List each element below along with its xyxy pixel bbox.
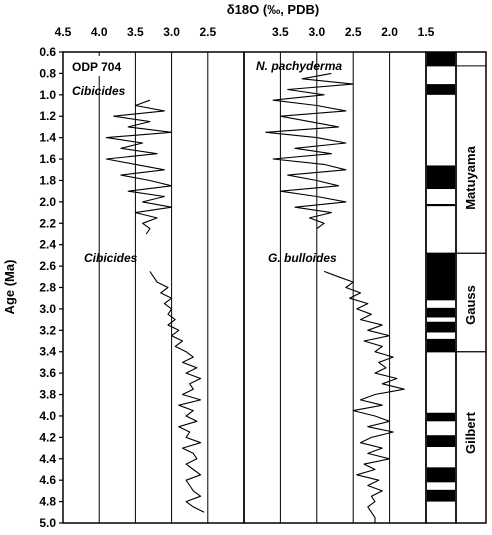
x-tick-label: 2.5: [199, 25, 216, 39]
left-panel-frame: [62, 51, 245, 524]
annotation-g-bulloides: G. bulloides: [268, 251, 337, 265]
y-tick-label: 3.8: [39, 388, 56, 402]
y-tick-label: 0.6: [39, 45, 56, 59]
y-tick-label: 5.0: [39, 516, 56, 530]
x-tick-label: 2.5: [345, 25, 362, 39]
y-ticks: 0.6 0.8 1.0 1.2 1.4 1.6 1.8 2.0 2.2 2.4 2.6 2.8 3.0 3…: [39, 45, 63, 530]
right-panel-frame: [243, 51, 427, 524]
polarity-normal-bar: [427, 165, 455, 190]
polarity-normal-bar: [427, 467, 455, 483]
x-tick-label: 4.5: [55, 25, 72, 39]
x-tick-label: 3.0: [163, 25, 180, 39]
chron-label-gilbert: Gilbert: [463, 411, 478, 454]
polarity-normal-bar: [427, 253, 455, 301]
y-tick-label: 3.4: [39, 345, 56, 359]
y-tick-label: 1.2: [39, 109, 56, 123]
y-tick-label: 0.8: [39, 66, 56, 80]
y-axis-title: Age (Ma): [2, 260, 17, 315]
y-tick-label: 1.8: [39, 173, 56, 187]
y-tick-label: 4.4: [39, 452, 56, 466]
y-tick-label: 1.0: [39, 88, 56, 102]
y-tick-label: 1.6: [39, 152, 56, 166]
y-tick-label: 1.4: [39, 131, 56, 145]
polarity-column: [427, 52, 455, 502]
x-tick-label: 3.5: [127, 25, 144, 39]
y-tick-label: 4.8: [39, 495, 56, 509]
polarity-normal-bar: [427, 338, 455, 352]
x-tick-label: 3.0: [308, 25, 325, 39]
y-tick-label: 2.2: [39, 216, 56, 230]
series-line-left-0: [105, 99, 173, 235]
polarity-normal-bar: [427, 489, 455, 502]
site-label-box: [66, 56, 132, 76]
annotation-n-pachyderma: N. pachyderma: [256, 59, 342, 73]
y-tick-label: 2.0: [39, 195, 56, 209]
x-axis-title: δ18O (‰, PDB): [227, 2, 319, 17]
polarity-normal-bar: [427, 307, 455, 318]
chron-boundaries: [426, 65, 486, 353]
annotation-cibicides-upper: Cibicides: [72, 84, 126, 98]
polarity-normal-bar: [427, 435, 455, 447]
site-label: ODP 704: [72, 60, 121, 74]
y-tick-label: 4.2: [39, 430, 56, 444]
y-tick-label: 3.0: [39, 302, 56, 316]
x-tick-label: 2.0: [381, 25, 398, 39]
polarity-normal-bar: [427, 52, 455, 66]
y-tick-label: 4.0: [39, 409, 56, 423]
polarity-normal-bar: [427, 204, 455, 207]
chron-name-column-frame: [455, 51, 487, 524]
x-tick-label: 1.5: [418, 25, 435, 39]
y-tick-label: 2.4: [39, 238, 56, 252]
series-line-right-1: [323, 270, 405, 523]
polarity-normal-bar: [427, 84, 455, 95]
series-line-left-1: [149, 271, 205, 513]
y-tick-label: 3.2: [39, 323, 56, 337]
chron-label-gauss: Gauss: [463, 285, 478, 325]
y-tick-label: 4.6: [39, 473, 56, 487]
series-line-right-0: [265, 72, 354, 230]
y-tick-label: 2.8: [39, 281, 56, 295]
chron-label-matuyama: Matuyama: [463, 145, 478, 209]
y-tick-label: 3.6: [39, 366, 56, 380]
series-lines: [105, 72, 405, 523]
y-tick-label: 2.6: [39, 259, 56, 273]
x-tick-label: 4.0: [91, 25, 108, 39]
gridlines: [98, 52, 391, 523]
polarity-normal-bar: [427, 321, 455, 333]
x-ticks: 4.5 4.0 3.5 3.0 2.5 3.5 3.0 2.5 2.0 1.5: [55, 25, 435, 39]
annotation-cibicides-lower: Cibicides: [84, 251, 138, 265]
polarity-normal-bar: [427, 412, 455, 422]
x-tick-label: 3.5: [272, 25, 289, 39]
